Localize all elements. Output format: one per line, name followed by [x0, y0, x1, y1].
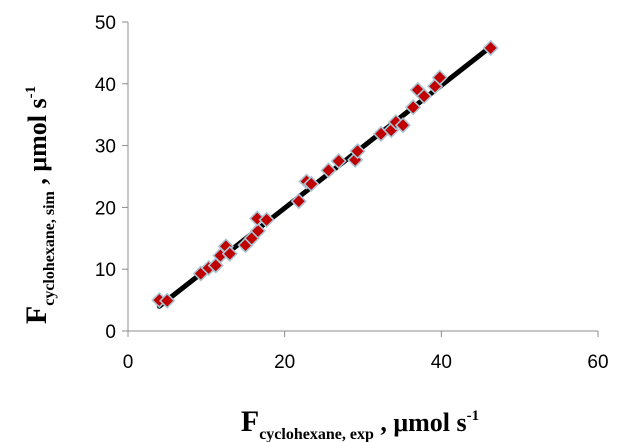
data-point	[258, 211, 275, 228]
data-point	[249, 210, 266, 227]
x-axis-title-main: F	[241, 405, 259, 438]
data-point	[482, 39, 499, 57]
data-point	[290, 193, 307, 210]
data-point	[394, 117, 412, 134]
y-tick-label: 30	[95, 137, 116, 158]
data-point	[159, 292, 176, 309]
y-axis-title: Fcyclohexane, sim , μmol s-1	[20, 86, 58, 324]
axes	[122, 21, 599, 337]
x-tick-label: 20	[274, 352, 295, 373]
x-axis-title-unit: , μmol s	[374, 408, 467, 437]
x-tick-label: 40	[431, 352, 452, 373]
data-point	[330, 152, 347, 170]
data-point	[249, 222, 267, 240]
data-point	[431, 69, 448, 86]
y-axis-title-main: F	[20, 306, 53, 324]
x-tick-label: 60	[587, 352, 608, 373]
y-tick-label: 40	[95, 75, 116, 96]
data-point	[415, 88, 433, 105]
data-point	[405, 99, 422, 116]
y-axis-title-unit: , μmol s	[23, 98, 52, 191]
x-tick-label: 0	[123, 352, 134, 373]
data-point	[320, 162, 337, 179]
data-points	[151, 39, 499, 309]
y-axis-title-unit-sup: -1	[23, 86, 39, 99]
data-point	[221, 245, 238, 262]
y-tick-label: 10	[95, 260, 116, 281]
x-axis-title-unit-sup: -1	[467, 408, 480, 424]
data-point	[349, 143, 366, 160]
x-axis-title-sub: cyclohexane, exp	[259, 426, 374, 442]
y-axis-title-sub: cyclohexane, sim	[41, 190, 58, 305]
y-tick-label: 0	[105, 322, 116, 343]
tick-labels: 0 10 20 30 40 50 0 20 40 60	[95, 13, 609, 373]
x-axis-title: Fcyclohexane, exp , μmol s-1	[241, 405, 479, 442]
y-tick-label: 50	[95, 13, 116, 34]
y-tick-label: 20	[95, 198, 116, 219]
data-point	[303, 175, 320, 193]
